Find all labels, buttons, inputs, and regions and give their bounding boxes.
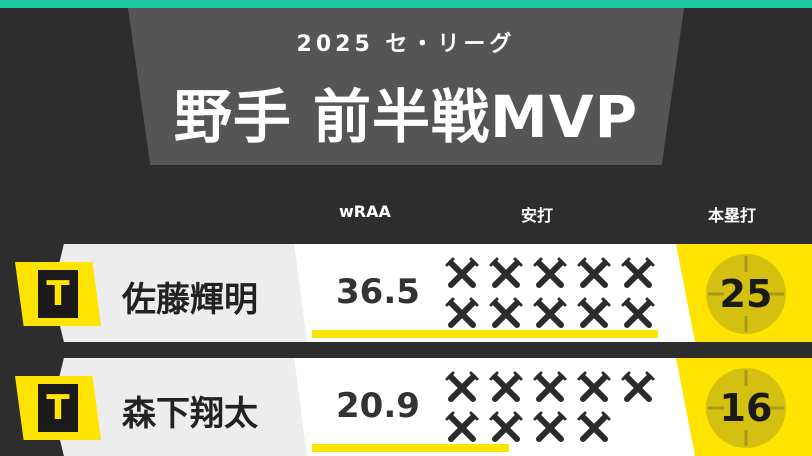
column-header-wraa: wRAA (339, 202, 391, 221)
crossed-bats-icon (484, 294, 528, 334)
hits-grid (440, 368, 660, 448)
player-row: T 森下翔太 20.9 16 (0, 358, 812, 456)
crossed-bats-icon (440, 294, 484, 334)
title-panel (128, 8, 684, 165)
column-header-hits: 安打 (521, 206, 554, 225)
wraa-bar (312, 330, 658, 338)
crossed-bats-icon (528, 294, 572, 334)
player-name: 森下翔太 (122, 394, 258, 434)
wraa-value: 36.5 (336, 272, 420, 312)
crossed-bats-icon (484, 408, 528, 448)
team-badge-letter: T (38, 270, 78, 318)
crossed-bats-icon (572, 294, 616, 334)
crossed-bats-icon (528, 408, 572, 448)
column-header-home-runs: 本塁打 (708, 206, 757, 225)
team-badge: T (15, 376, 101, 440)
crossed-bats-icon (616, 254, 660, 294)
wraa-bar (312, 444, 509, 452)
crossed-bats-icon (528, 254, 572, 294)
crosshair-icon (708, 370, 784, 446)
crossed-bats-icon (440, 254, 484, 294)
crosshair-icon (708, 256, 784, 332)
home-run-value: 25 (719, 272, 773, 316)
hits-grid (440, 254, 660, 334)
crossed-bats-icon (484, 254, 528, 294)
crossed-bats-icon (440, 408, 484, 448)
player-name: 佐藤輝明 (122, 280, 258, 320)
crossed-bats-icon (616, 294, 660, 334)
team-badge: T (15, 262, 101, 326)
player-row: T 佐藤輝明 36.5 25 (0, 244, 812, 342)
home-run-badge: 25 (706, 254, 786, 334)
home-run-value: 16 (719, 386, 773, 430)
crossed-bats-icon (572, 254, 616, 294)
team-badge-letter: T (38, 384, 78, 432)
crossed-bats-icon (572, 408, 616, 448)
crossed-bats-icon (572, 368, 616, 408)
home-run-badge: 16 (706, 368, 786, 448)
page-title: 野手 前半戦MVP (173, 83, 639, 151)
league-subtitle: 2025 セ・リーグ (296, 32, 516, 57)
crossed-bats-icon (484, 368, 528, 408)
wraa-value: 20.9 (336, 386, 420, 426)
crossed-bats-icon (528, 368, 572, 408)
accent-top-bar (0, 0, 812, 8)
crossed-bats-icon (616, 368, 660, 408)
crossed-bats-icon (440, 368, 484, 408)
